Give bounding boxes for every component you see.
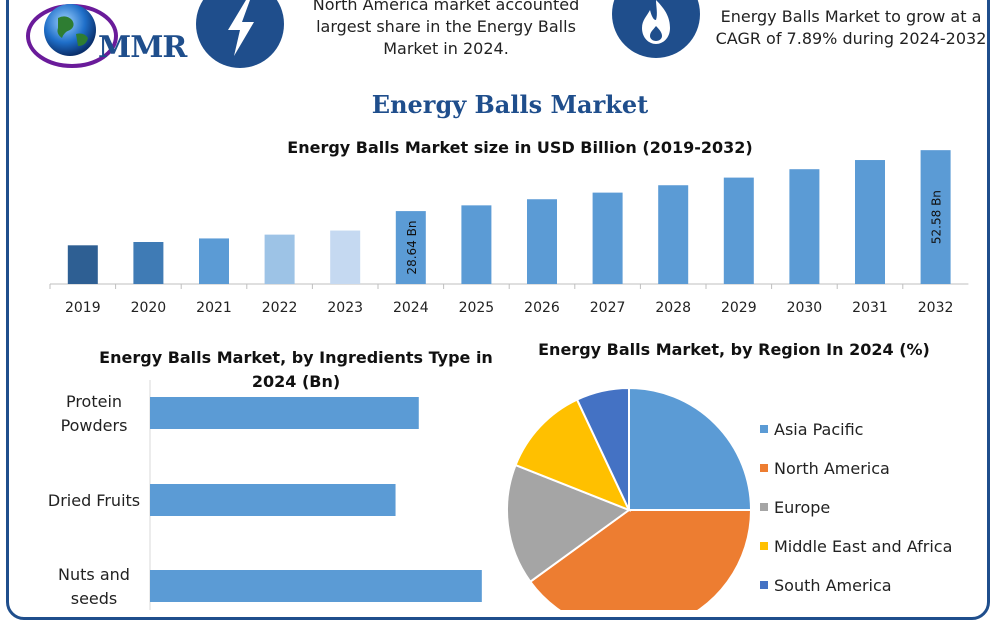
legend-swatch-middle-east-and-africa bbox=[760, 542, 768, 550]
ingredients-bar-chart: Protein Powders Dried Fruits Nuts and seeds bbox=[48, 380, 482, 610]
x-tick-label-2021: 2021 bbox=[196, 300, 232, 316]
legend-swatch-europe bbox=[760, 503, 768, 511]
hbar-dried-fruits bbox=[150, 484, 396, 516]
pie-slice-south-america bbox=[575, 386, 630, 511]
legend-label-middle-east-and-africa: Middle East and Africa bbox=[774, 537, 952, 556]
bar-2028 bbox=[658, 185, 689, 284]
lightning-icon bbox=[228, 0, 254, 56]
data-label-2032: 52.58 Bn bbox=[930, 190, 944, 244]
x-tick-label-2031: 2031 bbox=[852, 300, 888, 316]
banner-right-text: Energy Balls Market to grow at a CAGR of… bbox=[715, 7, 987, 48]
x-tick-label-2028: 2028 bbox=[655, 300, 691, 316]
legend-label-europe: Europe bbox=[774, 498, 830, 517]
bar-2019 bbox=[67, 245, 98, 284]
x-tick-label-2027: 2027 bbox=[590, 300, 626, 316]
globe-icon bbox=[26, 4, 118, 68]
data-label-2024: 28.64 Bn bbox=[405, 221, 419, 275]
pie-slice-asia-pacific bbox=[628, 386, 753, 511]
y-tick-label-nuts-and-seeds: Nuts and seeds bbox=[58, 565, 130, 608]
x-tick-label-2020: 2020 bbox=[131, 300, 167, 316]
x-tick-label-2026: 2026 bbox=[524, 300, 560, 316]
x-tick-label-2023: 2023 bbox=[327, 300, 363, 316]
legend-swatch-asia-pacific bbox=[760, 425, 768, 433]
y-tick-label-dried-fruits: Dried Fruits bbox=[48, 491, 140, 510]
bar-2031 bbox=[855, 160, 885, 284]
logo-text: MMR bbox=[98, 30, 187, 65]
market-size-bar-chart: 2019 2020 2021 2022 2023 2024 2025 2026 2027 2028… bbox=[49, 150, 969, 316]
x-tick-label-2030: 2030 bbox=[787, 300, 823, 316]
x-tick-label-2032: 2032 bbox=[918, 300, 954, 316]
bar-2026 bbox=[527, 199, 557, 284]
bar-2030 bbox=[789, 169, 820, 284]
bar-2021 bbox=[199, 238, 229, 284]
bar-2022 bbox=[264, 234, 295, 284]
main-title: Energy Balls Market bbox=[371, 90, 649, 119]
legend-label-north-america: North America bbox=[774, 459, 890, 478]
pie-slice-middle-east-and-africa bbox=[514, 398, 631, 512]
lightning-icon-circle bbox=[196, 0, 284, 68]
legend-label-south-america: South America bbox=[774, 576, 892, 595]
x-tick-label-2022: 2022 bbox=[262, 300, 298, 316]
bar-2024 bbox=[395, 211, 426, 284]
x-tick-label-2029: 2029 bbox=[721, 300, 757, 316]
flame-icon bbox=[642, 0, 670, 44]
bar-2032 bbox=[920, 150, 951, 284]
pie-slice-europe bbox=[506, 463, 632, 584]
market-size-chart-title: Energy Balls Market size in USD Billion … bbox=[287, 138, 753, 157]
bar-2023 bbox=[330, 230, 361, 284]
x-tick-label-2024: 2024 bbox=[393, 300, 429, 316]
legend-label-asia-pacific: Asia Pacific bbox=[774, 420, 863, 439]
legend-swatch-south-america bbox=[760, 581, 768, 589]
bar-2020 bbox=[133, 242, 164, 284]
hbar-nuts-and-seeds bbox=[150, 570, 482, 602]
x-tick-label-2025: 2025 bbox=[459, 300, 495, 316]
legend-swatch-north-america bbox=[760, 464, 768, 472]
bar-2027 bbox=[592, 192, 623, 284]
region-chart-title: Energy Balls Market, by Region In 2024 (… bbox=[538, 340, 930, 359]
y-tick-label-protein-powders: Protein Powders bbox=[61, 392, 128, 435]
mmr-logo: MMR bbox=[14, 0, 194, 70]
flame-icon-circle bbox=[612, 0, 700, 58]
banner-left-text: North America market accounted largest s… bbox=[312, 0, 580, 58]
ingredients-chart-title: Energy Balls Market, by Ingredients Type… bbox=[99, 348, 493, 391]
hbar-protein-powders bbox=[150, 397, 419, 429]
bar-2025 bbox=[461, 205, 492, 284]
region-pie-chart: Asia Pacific North America Europe Middle Ea… bbox=[506, 386, 952, 610]
bar-2029 bbox=[723, 177, 754, 284]
x-tick-label-2019: 2019 bbox=[65, 300, 101, 316]
